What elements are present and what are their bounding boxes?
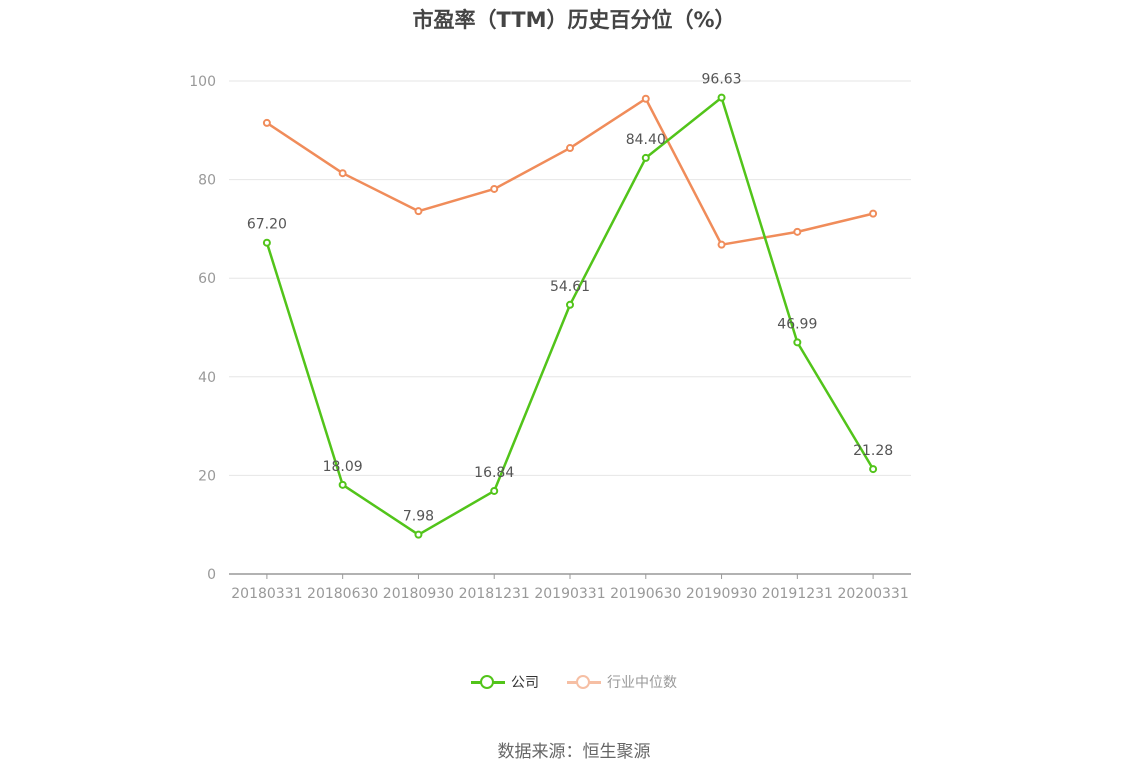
x-tick-label: 20190630 bbox=[610, 586, 681, 602]
y-tick-label: 20 bbox=[198, 468, 216, 484]
data-point-0 bbox=[338, 480, 347, 489]
legend-label-industry-median: 行业中位数 bbox=[607, 675, 677, 691]
data-point-0 bbox=[566, 300, 574, 309]
x-tick-label: 20180930 bbox=[383, 586, 454, 602]
chart-title: 市盈率（TTM）历史百分位（%） bbox=[412, 8, 736, 32]
data-point-0 bbox=[490, 486, 499, 495]
y-tick-label: 0 bbox=[207, 567, 216, 583]
data-label: 16.84 bbox=[474, 465, 514, 481]
legend-swatch-company bbox=[471, 675, 505, 689]
data-point-0 bbox=[717, 93, 726, 102]
data-point-1 bbox=[566, 144, 574, 153]
x-tick-label: 20200331 bbox=[837, 586, 908, 602]
data-label: 18.09 bbox=[323, 459, 363, 475]
data-point-1 bbox=[717, 240, 726, 249]
legend-item-industry-median[interactable]: 行业中位数 bbox=[567, 672, 677, 692]
data-label: 21.28 bbox=[853, 443, 893, 459]
series-lines bbox=[262, 93, 878, 539]
source-note: 数据来源：恒生聚源 bbox=[497, 742, 651, 762]
y-tick-label: 80 bbox=[198, 173, 216, 189]
data-label: 7.98 bbox=[403, 509, 434, 525]
data-point-0 bbox=[641, 153, 650, 162]
legend-swatch-industry-median bbox=[567, 675, 601, 689]
data-point-0 bbox=[262, 238, 271, 247]
y-tick-label: 60 bbox=[198, 271, 216, 287]
data-point-1 bbox=[490, 184, 499, 193]
data-point-1 bbox=[641, 94, 650, 103]
data-point-1 bbox=[414, 207, 423, 216]
axes: 0 20 40 60 80 100 20180331 20180630 20180930 2018… bbox=[189, 74, 911, 602]
x-tick-label: 20180630 bbox=[307, 586, 378, 602]
data-label: 96.63 bbox=[702, 72, 742, 88]
x-tick-label: 20190331 bbox=[534, 586, 605, 602]
data-point-0 bbox=[793, 338, 802, 347]
legend: 公司 行业中位数 bbox=[0, 672, 1148, 692]
x-tick-label: 20190930 bbox=[686, 586, 757, 602]
data-label: 84.40 bbox=[626, 132, 666, 148]
legend-item-company[interactable]: 公司 bbox=[471, 672, 539, 692]
data-point-1 bbox=[793, 227, 802, 236]
x-tick-label: 20180331 bbox=[231, 586, 302, 602]
data-label: 46.99 bbox=[777, 316, 817, 332]
x-tick-label: 20191231 bbox=[762, 586, 833, 602]
series-line-1 bbox=[266, 97, 874, 246]
x-tick-label: 20181231 bbox=[459, 586, 530, 602]
legend-label-company: 公司 bbox=[511, 675, 539, 691]
data-labels: 67.20 18.09 7.98 16.84 54.61 84.40 96.63 46.99 2… bbox=[247, 72, 893, 525]
data-point-0 bbox=[414, 530, 423, 539]
data-point-1 bbox=[338, 169, 347, 178]
data-point-1 bbox=[869, 209, 878, 218]
y-tick-label: 40 bbox=[198, 370, 216, 386]
y-tick-label: 100 bbox=[189, 74, 216, 90]
grid-lines bbox=[229, 80, 911, 476]
data-point-1 bbox=[262, 118, 271, 127]
data-label: 54.61 bbox=[550, 279, 590, 295]
data-point-0 bbox=[869, 465, 878, 474]
data-label: 67.20 bbox=[247, 217, 287, 233]
